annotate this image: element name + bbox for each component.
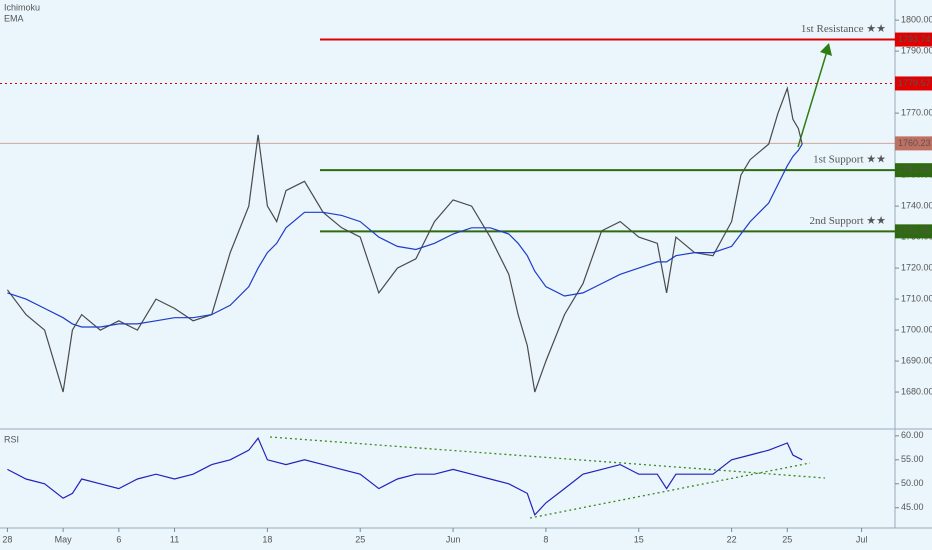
level-note: 1st Resistance ★★: [801, 23, 886, 35]
x-tick-label: 15: [634, 534, 644, 544]
y-tick-label: 1690.00: [901, 355, 932, 365]
projection-arrow: [797, 47, 829, 148]
y-tick-label: 1710.00: [901, 293, 932, 303]
level-badge: [895, 163, 932, 178]
x-tick-label: 25: [782, 534, 792, 544]
x-tick-label: Jul: [856, 534, 868, 544]
x-tick-label: 11: [170, 534, 179, 544]
level-badge: [895, 136, 932, 151]
x-tick-label: 8: [543, 534, 548, 544]
x-tick-label: 22: [727, 534, 737, 544]
x-tick-label: May: [55, 534, 73, 544]
y-tick-label: 45.00: [901, 502, 924, 512]
y-tick-label: 1720.00: [901, 262, 932, 272]
y-tick-label: 1700.00: [901, 324, 932, 334]
series-line: [6, 86, 803, 393]
y-tick-label: 60.00: [901, 430, 924, 440]
level-label: 1779.57: [898, 78, 931, 88]
x-tick-label: Jun: [446, 534, 461, 544]
level-note: 1st Support ★★: [813, 154, 886, 166]
level-label: 1731.85: [898, 226, 931, 236]
series-line: [7, 437, 803, 517]
series-line: [7, 143, 803, 328]
y-tick-label: 55.00: [901, 454, 924, 464]
indicator-label: Ichimoku: [4, 2, 40, 12]
y-tick-label: 1770.00: [901, 107, 932, 117]
indicator-label: RSI: [4, 434, 19, 444]
x-tick-label: 6: [116, 534, 121, 544]
y-tick-label: 1790.00: [901, 46, 932, 56]
level-badge: [895, 76, 932, 91]
x-tick-label: 25: [355, 534, 365, 544]
y-tick-label: 50.00: [901, 478, 924, 488]
level-badge: [895, 224, 932, 239]
level-label: 1760.23: [898, 138, 931, 148]
level-badge: [895, 32, 932, 47]
level-label: 1793.74: [898, 34, 931, 44]
y-tick-label: 1680.00: [901, 386, 932, 396]
level-label: 1751.59: [898, 165, 931, 175]
y-tick-label: 1800.00: [901, 15, 932, 25]
x-tick-label: 28: [2, 534, 12, 544]
level-note: 2nd Support ★★: [809, 215, 886, 227]
y-tick-label: 1740.00: [901, 200, 932, 210]
indicator-label: EMA: [4, 13, 24, 23]
arrow-head: [820, 43, 832, 56]
x-tick-label: 18: [262, 534, 272, 544]
